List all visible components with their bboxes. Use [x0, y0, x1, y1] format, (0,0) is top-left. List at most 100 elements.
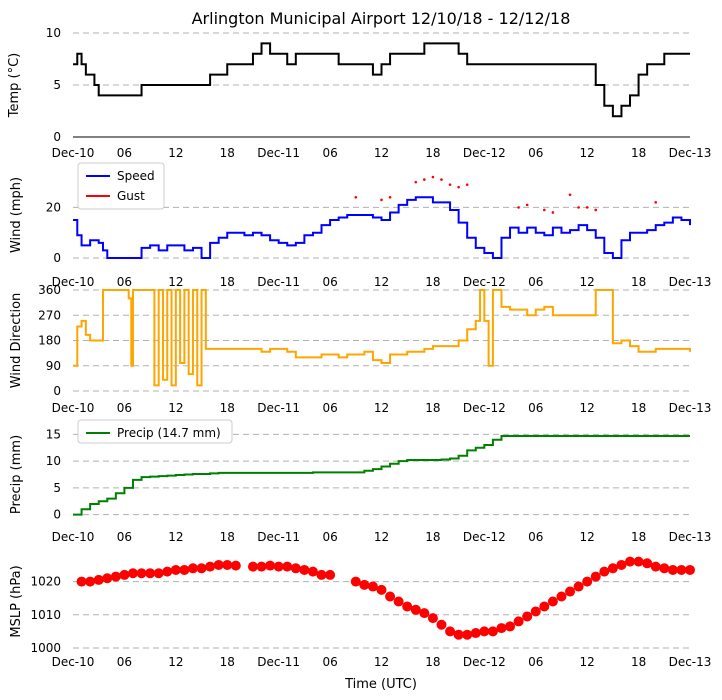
x-axis-label: Time (UTC)	[344, 677, 417, 692]
mslp-point	[410, 604, 421, 615]
figure-title: Arlington Municipal Airport 12/10/18 - 1…	[192, 9, 571, 28]
gust-point	[354, 195, 358, 199]
gust-point	[543, 208, 546, 212]
y-tick-label: 270	[38, 308, 61, 322]
x-tick-label: 12	[374, 401, 389, 415]
y-tick-label: 1020	[30, 575, 61, 589]
legend-label: Precip (14.7 mm)	[117, 426, 221, 440]
x-tick-label: Dec-12	[463, 530, 506, 544]
x-tick-label: 12	[168, 275, 183, 289]
x-tick-label: Dec-11	[257, 146, 300, 160]
mslp-point	[153, 568, 164, 579]
y-tick-label: 20	[46, 200, 61, 214]
mslp-point	[247, 561, 258, 572]
y-axis-label: Wind (mph)	[9, 177, 24, 253]
panel-wind: 0 20 Dec-10 06 12 18 Dec-11 06 12 18 Dec-12 06 12 18 D…	[9, 162, 711, 289]
x-tick-label: 18	[631, 530, 646, 544]
gust-point	[457, 185, 460, 189]
x-tick-label: 18	[220, 530, 235, 544]
mslp-point	[187, 563, 198, 574]
mslp-point	[350, 576, 361, 587]
x-tick-label: 06	[117, 275, 132, 289]
mslp-point	[642, 558, 653, 569]
x-tick-label: 18	[631, 401, 646, 415]
mslp-point	[513, 616, 524, 627]
y-tick-label: 90	[46, 359, 61, 373]
x-tick-label: 06	[322, 275, 337, 289]
gust-point	[440, 178, 443, 181]
gust-point	[525, 203, 529, 207]
x-tick-label: 18	[220, 146, 235, 160]
legend-box	[77, 419, 233, 444]
x-tick-label: 18	[631, 275, 646, 289]
x-tick-label: 18	[220, 401, 235, 415]
x-tick-label: Dec-10	[52, 530, 95, 544]
x-tick-label: Dec-12	[463, 401, 506, 415]
y-tick-label: 15	[46, 427, 61, 441]
mslp-point	[205, 561, 216, 572]
x-tick-label: 12	[580, 401, 595, 415]
y-tick-label: 360	[38, 283, 61, 297]
mslp-point	[599, 566, 610, 577]
legend-precip: Precip (14.7 mm)	[77, 419, 233, 444]
series-line-direction	[73, 289, 691, 387]
x-tick-label: 06	[528, 275, 543, 289]
mslp-point	[462, 629, 473, 640]
x-tick-label: 18	[425, 146, 440, 160]
mslp-point	[273, 561, 284, 572]
mslp-point	[547, 596, 558, 607]
x-tick-label: Dec-10	[52, 401, 95, 415]
y-tick-label: 5	[53, 78, 61, 92]
mslp-point	[307, 566, 318, 577]
x-tick-label: 06	[117, 655, 132, 669]
series-line-speed	[73, 196, 691, 259]
mslp-point	[316, 569, 327, 580]
x-tick-label: Dec-11	[257, 655, 300, 669]
x-tick-label: 18	[631, 655, 646, 669]
mslp-point	[359, 579, 370, 590]
mslp-point	[213, 559, 224, 570]
mslp-point	[667, 564, 678, 575]
mslp-point	[590, 571, 601, 582]
x-tick-label: 06	[322, 655, 337, 669]
x-tick-label: 12	[580, 655, 595, 669]
mslp-point	[385, 591, 396, 602]
x-tick-label: 12	[580, 530, 595, 544]
y-tick-label: 0	[53, 130, 61, 144]
mslp-point	[633, 556, 644, 567]
x-tick-label: 18	[425, 655, 440, 669]
x-tick-label: 06	[322, 530, 337, 544]
mslp-point	[436, 619, 447, 630]
mslp-point	[453, 629, 464, 640]
legend-label: Gust	[117, 189, 145, 203]
x-tick-label: 12	[374, 655, 389, 669]
x-tick-label: 18	[220, 275, 235, 289]
mslp-point	[256, 561, 267, 572]
y-tick-label: 1000	[30, 641, 61, 655]
x-tick-label: 18	[220, 655, 235, 669]
x-tick-label: 12	[374, 275, 389, 289]
mslp-point	[556, 591, 567, 602]
mslp-point	[265, 560, 276, 571]
gust-point	[568, 193, 572, 197]
gust-point	[414, 180, 418, 184]
x-tick-label: Dec-12	[463, 146, 506, 160]
y-axis-label: Precip (mm)	[9, 435, 24, 514]
mslp-point	[530, 606, 541, 617]
x-tick-label: Dec-10	[52, 655, 95, 669]
mslp-point	[170, 564, 181, 575]
mslp-point	[376, 584, 387, 595]
y-tick-label: 0	[53, 384, 61, 398]
y-tick-label: 5	[53, 481, 61, 495]
mslp-point	[299, 564, 310, 575]
mslp-point	[222, 559, 233, 570]
mslp-point	[136, 568, 147, 579]
mslp-point	[539, 601, 550, 612]
gust-point	[594, 208, 598, 212]
y-tick-label: 10	[46, 454, 61, 468]
mslp-point	[419, 608, 430, 619]
x-tick-label: Dec-10	[52, 275, 95, 289]
mslp-point	[427, 613, 438, 624]
gust-point	[448, 183, 452, 186]
